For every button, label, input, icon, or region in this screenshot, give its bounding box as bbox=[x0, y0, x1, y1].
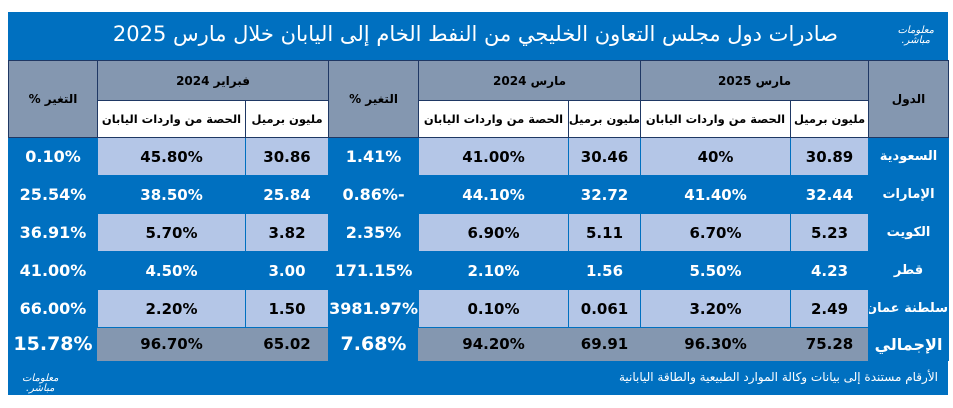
cell-mar25-share: 6.70% bbox=[640, 213, 792, 252]
table-row: السعودية 30.89 40% 30.46 41.00% 1.41% 30.86 45.… bbox=[8, 137, 950, 176]
header-feb2024: فبراير 2024 bbox=[96, 60, 330, 101]
cell-mar24-mbbl: 30.46 bbox=[568, 137, 642, 176]
cell-country: الإمارات bbox=[868, 175, 950, 214]
cell-mar24-mbbl: 5.11 bbox=[568, 213, 642, 252]
cell-mar24-mbbl: 0.061 bbox=[568, 289, 642, 328]
cell-country: قطر bbox=[868, 251, 950, 290]
footnote: الأرقام مستندة إلى بيانات وكالة الموارد … bbox=[618, 370, 938, 384]
cell-mar25-share: 3.20% bbox=[640, 289, 792, 328]
cell-mar25-share: 5.50% bbox=[640, 251, 792, 290]
table-row: سلطنة عمان 2.49 3.20% 0.061 0.10% 3981.97% 1.5… bbox=[8, 289, 950, 328]
infographic: صادرات دول مجلس التعاون الخليجي من النفط… bbox=[8, 12, 950, 395]
total-feb24-share: 96.70% bbox=[96, 327, 247, 361]
cell-mar25-mbbl: 4.23 bbox=[790, 251, 870, 290]
cell-feb24-share: 38.50% bbox=[96, 175, 247, 214]
total-change-1: 7.68% bbox=[328, 327, 420, 361]
logo-line: معلومات bbox=[22, 373, 59, 384]
subheader-mbbl: مليون برميل bbox=[568, 100, 642, 138]
title: صادرات دول مجلس التعاون الخليجي من النفط… bbox=[112, 22, 838, 46]
total-mar25-share: 96.30% bbox=[640, 327, 792, 361]
cell-mar25-share: 41.40% bbox=[640, 175, 792, 214]
cell-mar24-share: 41.00% bbox=[418, 137, 570, 176]
cell-feb24-share: 45.80% bbox=[96, 137, 247, 176]
subheader-share: الحصة من واردات اليابان bbox=[96, 100, 247, 138]
cell-chg2: 36.91% bbox=[8, 213, 98, 252]
cell-chg1: 2.35% bbox=[328, 213, 420, 252]
header-change-1: التغير % bbox=[328, 60, 420, 138]
title-bar: صادرات دول مجلس التعاون الخليجي من النفط… bbox=[8, 12, 948, 60]
header-mar2024: مارس 2024 bbox=[418, 60, 642, 101]
cell-mar25-mbbl: 2.49 bbox=[790, 289, 870, 328]
table-row: الكويت 5.23 6.70% 5.11 6.90% 2.35% 3.82 5.70% 36… bbox=[8, 213, 950, 252]
subheader-mbbl: مليون برميل bbox=[245, 100, 330, 138]
total-mar25-mbbl: 75.28 bbox=[790, 327, 870, 361]
cell-chg1: 171.15% bbox=[328, 251, 420, 290]
total-change-2: 15.78% bbox=[8, 327, 98, 361]
cell-feb24-mbbl: 1.50 bbox=[245, 289, 330, 328]
cell-mar24-share: 44.10% bbox=[418, 175, 570, 214]
cell-mar25-mbbl: 32.44 bbox=[790, 175, 870, 214]
cell-chg2: 41.00% bbox=[8, 251, 98, 290]
cell-chg1: 1.41% bbox=[328, 137, 420, 176]
table-row: قطر 4.23 5.50% 1.56 2.10% 171.15% 3.00 4.50% 41.… bbox=[8, 251, 950, 290]
table-row: الإمارات 32.44 41.40% 32.72 44.10% -0.86% 25.8… bbox=[8, 175, 950, 214]
cell-mar24-share: 0.10% bbox=[418, 289, 570, 328]
cell-mar24-share: 6.90% bbox=[418, 213, 570, 252]
exports-table: الدول مارس 2025 مارس 2024 التغير % فبراي… bbox=[8, 60, 950, 361]
cell-feb24-mbbl: 3.00 bbox=[245, 251, 330, 290]
subheader-share: الحصة من واردات اليابان bbox=[418, 100, 570, 138]
logo-line: مباشر. bbox=[901, 35, 931, 46]
cell-chg1: -0.86% bbox=[328, 175, 420, 214]
cell-mar24-mbbl: 32.72 bbox=[568, 175, 642, 214]
total-feb24-mbbl: 65.02 bbox=[245, 327, 330, 361]
cell-mar24-mbbl: 1.56 bbox=[568, 251, 642, 290]
total-label: الإجمالي bbox=[868, 327, 950, 361]
header-mar2025: مارس 2025 bbox=[640, 60, 870, 101]
cell-chg2: 0.10% bbox=[8, 137, 98, 176]
logo: معلومات مباشر. bbox=[898, 26, 934, 46]
cell-chg2: 25.54% bbox=[8, 175, 98, 214]
cell-mar25-mbbl: 5.23 bbox=[790, 213, 870, 252]
subheader-share: الحصة من واردات اليابان bbox=[640, 100, 792, 138]
cell-chg2: 66.00% bbox=[8, 289, 98, 328]
header-change-2: التغير % bbox=[8, 60, 98, 138]
cell-country: الكويت bbox=[868, 213, 950, 252]
header-country: الدول bbox=[868, 60, 950, 138]
total-row: الإجمالي 75.28 96.30% 69.91 94.20% 7.68%… bbox=[8, 327, 950, 361]
cell-mar25-mbbl: 30.89 bbox=[790, 137, 870, 176]
logo-line: معلومات bbox=[897, 25, 934, 36]
subheader-mbbl: مليون برميل bbox=[790, 100, 870, 138]
cell-mar24-share: 2.10% bbox=[418, 251, 570, 290]
logo-footer: معلومات مباشر. bbox=[22, 374, 58, 394]
cell-chg1: 3981.97% bbox=[328, 289, 420, 328]
cell-mar25-share: 40% bbox=[640, 137, 792, 176]
cell-feb24-mbbl: 25.84 bbox=[245, 175, 330, 214]
cell-feb24-mbbl: 3.82 bbox=[245, 213, 330, 252]
total-mar24-mbbl: 69.91 bbox=[568, 327, 642, 361]
logo-line: مباشر. bbox=[25, 383, 55, 394]
cell-feb24-mbbl: 30.86 bbox=[245, 137, 330, 176]
cell-feb24-share: 2.20% bbox=[96, 289, 247, 328]
cell-feb24-share: 4.50% bbox=[96, 251, 247, 290]
cell-country: السعودية bbox=[868, 137, 950, 176]
cell-feb24-share: 5.70% bbox=[96, 213, 247, 252]
total-mar24-share: 94.20% bbox=[418, 327, 570, 361]
cell-country: سلطنة عمان bbox=[868, 289, 950, 328]
